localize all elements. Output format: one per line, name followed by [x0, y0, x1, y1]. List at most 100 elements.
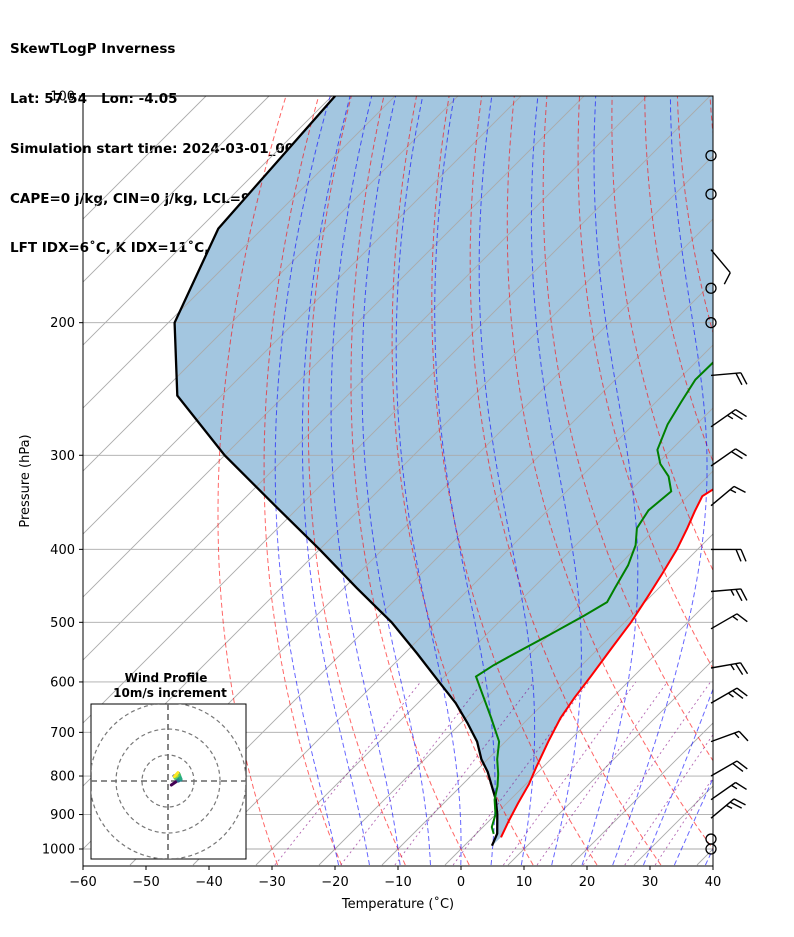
wind-barb-staff [710, 588, 741, 593]
mixing-ratio-line [536, 681, 668, 866]
y-tick-label: 800 [50, 770, 75, 785]
wind-barb-half-flag [729, 489, 737, 494]
wind-barb [710, 372, 748, 386]
moist-adiabat-line [274, 96, 340, 866]
wind-barb-half-flag [727, 414, 734, 420]
isotherm-line [83, 96, 585, 598]
wind-barb-staff [710, 613, 738, 630]
y-tick-label: 700 [50, 726, 75, 741]
isotherm-line [129, 281, 713, 866]
y-tick-label: 100 [50, 90, 75, 105]
y-tick-label: 400 [50, 543, 75, 558]
isotherm-line [192, 344, 713, 866]
hodograph-plot [91, 704, 246, 859]
wind-barb [710, 760, 748, 777]
wind-barb [710, 613, 748, 630]
dry-adiabat-line [391, 96, 534, 866]
y-tick-label: 500 [50, 616, 75, 631]
dry-adiabat-line [217, 96, 287, 866]
mixing-ratio-line [624, 733, 713, 866]
cape-area [174, 96, 713, 846]
wind-barb [710, 249, 731, 285]
wind-barb-half-flag [730, 664, 735, 671]
moist-adiabat-line [704, 847, 713, 866]
dry-adiabat-line [743, 96, 794, 865]
wind-barb-flag [735, 549, 742, 562]
wind-barb-half-flag [727, 692, 734, 698]
moist-adiabat-line [395, 96, 462, 865]
moist-adiabat-line [643, 687, 713, 866]
wind-barb [710, 448, 747, 467]
wind-barb-flag [740, 588, 748, 601]
isotherm-line [83, 96, 270, 283]
dry-adiabat-line [469, 96, 662, 866]
moist-adiabat-line [612, 96, 708, 866]
isotherm-line [507, 659, 713, 866]
title-line-station: SkewTLogP Inverness [10, 41, 176, 58]
y-axis-label: Pressure (hPa) [18, 434, 33, 527]
isotherm-line [318, 470, 713, 866]
x-tick-label: −50 [132, 875, 159, 890]
dewpoint-profile-line [474, 361, 713, 835]
x-tick-label: 30 [642, 875, 659, 890]
wind-barb-flag [729, 801, 743, 809]
wind-barb-staff [710, 687, 738, 704]
mixing-ratio-line [340, 681, 484, 866]
wind-barb-flag [736, 613, 748, 623]
isotherm-line [83, 96, 459, 472]
wind-barb-flag [733, 485, 746, 494]
isotherm-line [83, 96, 648, 661]
wind-barb-half-flag [732, 615, 739, 621]
wind-barb [710, 485, 746, 507]
moist-adiabat-line [330, 96, 401, 866]
wind-barb-flag [735, 448, 747, 457]
wind-barb-flag [731, 451, 743, 460]
y-tick-label: 900 [50, 808, 75, 823]
wind-barb-flag [740, 372, 748, 385]
dry-adiabat-line [506, 96, 713, 850]
wind-barb-calm [705, 282, 717, 294]
dry-adiabat-line [350, 96, 470, 866]
hodograph-trace-segment [172, 771, 180, 779]
wind-barb [710, 687, 748, 704]
wind-barb-calm [705, 317, 717, 329]
x-tick-label: −40 [195, 875, 222, 890]
y-tick-label: 300 [50, 449, 75, 464]
x-tick-label: −30 [258, 875, 285, 890]
moist-adiabat-line [530, 96, 582, 866]
wind-barb-flag [735, 663, 744, 675]
dry-adiabat-line [644, 96, 713, 463]
wind-barb [710, 662, 749, 675]
wind-barb-flag [740, 549, 747, 562]
isotherm-line [83, 96, 522, 535]
wind-barb-flag [736, 687, 748, 697]
x-axis-label: Temperature (˚C) [341, 896, 454, 912]
wind-barb-flag [732, 690, 744, 700]
wind-barb [710, 409, 747, 428]
moist-adiabat-line [301, 96, 370, 866]
moist-adiabat-line [361, 96, 431, 866]
wind-barb-flag [735, 372, 743, 386]
x-tick-label: 40 [705, 875, 722, 890]
x-tick-label: −10 [384, 875, 411, 890]
y-tick-label: 200 [50, 316, 75, 331]
x-tick-label: −60 [69, 875, 96, 890]
axes: −60 −50 −40 −30 −20 −10 0 10 20 30 40 100 200 300 400 5… [42, 90, 721, 891]
isotherm-line [444, 596, 713, 866]
dry-adiabat-line [263, 96, 342, 866]
x-tick-label: −20 [321, 875, 348, 890]
wind-barb-half-flag [730, 589, 735, 596]
isotherm-line [570, 722, 713, 866]
wind-barb [711, 548, 747, 562]
wind-barb-half-flag [733, 732, 740, 739]
mixing-ratio-line [394, 681, 535, 866]
moist-adiabat-line [581, 96, 639, 866]
mixing-ratio-line [582, 681, 711, 866]
wind-barb-flag [733, 798, 746, 806]
isotherm-line [381, 533, 713, 866]
wind-barb-calm [705, 149, 717, 162]
mixing-ratio-line [274, 681, 421, 866]
mixing-ratio-line [452, 681, 589, 866]
plot-area [83, 96, 794, 866]
